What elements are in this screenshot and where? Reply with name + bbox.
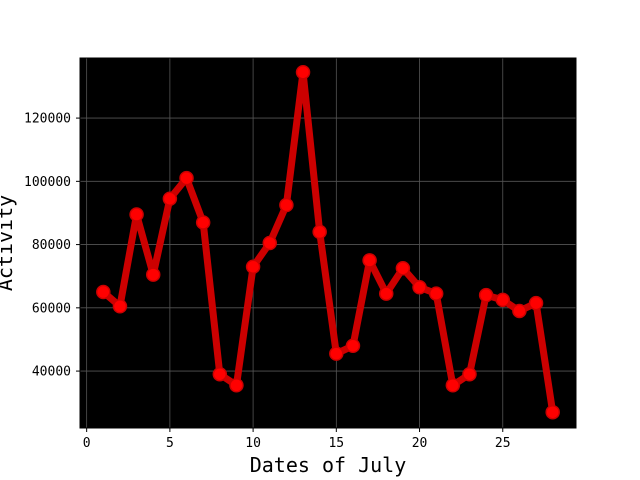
data-point	[195, 215, 211, 230]
data-point	[212, 366, 228, 382]
data-point	[145, 267, 161, 282]
data-point	[512, 303, 527, 319]
series-line	[99, 68, 557, 416]
x-tick-label: 15	[328, 436, 344, 451]
data-point	[345, 338, 361, 354]
axis-ticks: 0 5 10 15 20 25 40000 60000 80000 100000 120000	[24, 112, 511, 451]
data-point	[129, 207, 144, 222]
x-axis-title: Dates of July	[250, 453, 407, 477]
data-point	[395, 261, 411, 276]
data-point	[112, 298, 128, 314]
data-point	[329, 346, 344, 361]
y-tick-label: 100000	[24, 175, 71, 190]
plot-frame	[79, 57, 577, 429]
data-point	[162, 191, 178, 206]
plot-area	[80, 58, 576, 428]
data-point	[295, 64, 311, 80]
data-point	[379, 286, 394, 301]
data-point	[279, 197, 294, 213]
x-tick-label: 20	[412, 436, 428, 451]
data-point	[229, 378, 244, 393]
y-tick-label: 80000	[32, 238, 71, 253]
y-axis-title: Activity	[0, 195, 17, 291]
y-tick-label: 40000	[32, 365, 71, 380]
data-point	[262, 235, 277, 251]
x-tick-label: 5	[166, 436, 174, 451]
x-tick-label: 25	[495, 436, 511, 451]
data-point	[478, 287, 494, 303]
x-tick-label: 10	[245, 436, 261, 451]
data-point	[312, 224, 327, 240]
y-tick-label: 120000	[24, 112, 71, 127]
data-point	[428, 286, 444, 301]
data-point	[495, 292, 511, 308]
data-point	[179, 170, 194, 186]
data-point	[96, 284, 111, 300]
data-point	[245, 259, 261, 274]
data-point	[362, 253, 377, 268]
data-point	[462, 366, 477, 382]
series-group	[96, 64, 560, 420]
data-point	[528, 295, 544, 311]
data-point	[445, 378, 461, 393]
data-point	[412, 280, 427, 295]
y-tick-label: 60000	[32, 301, 71, 316]
data-point	[545, 404, 560, 420]
x-tick-label: 0	[83, 436, 91, 451]
grid-lines	[80, 58, 576, 428]
